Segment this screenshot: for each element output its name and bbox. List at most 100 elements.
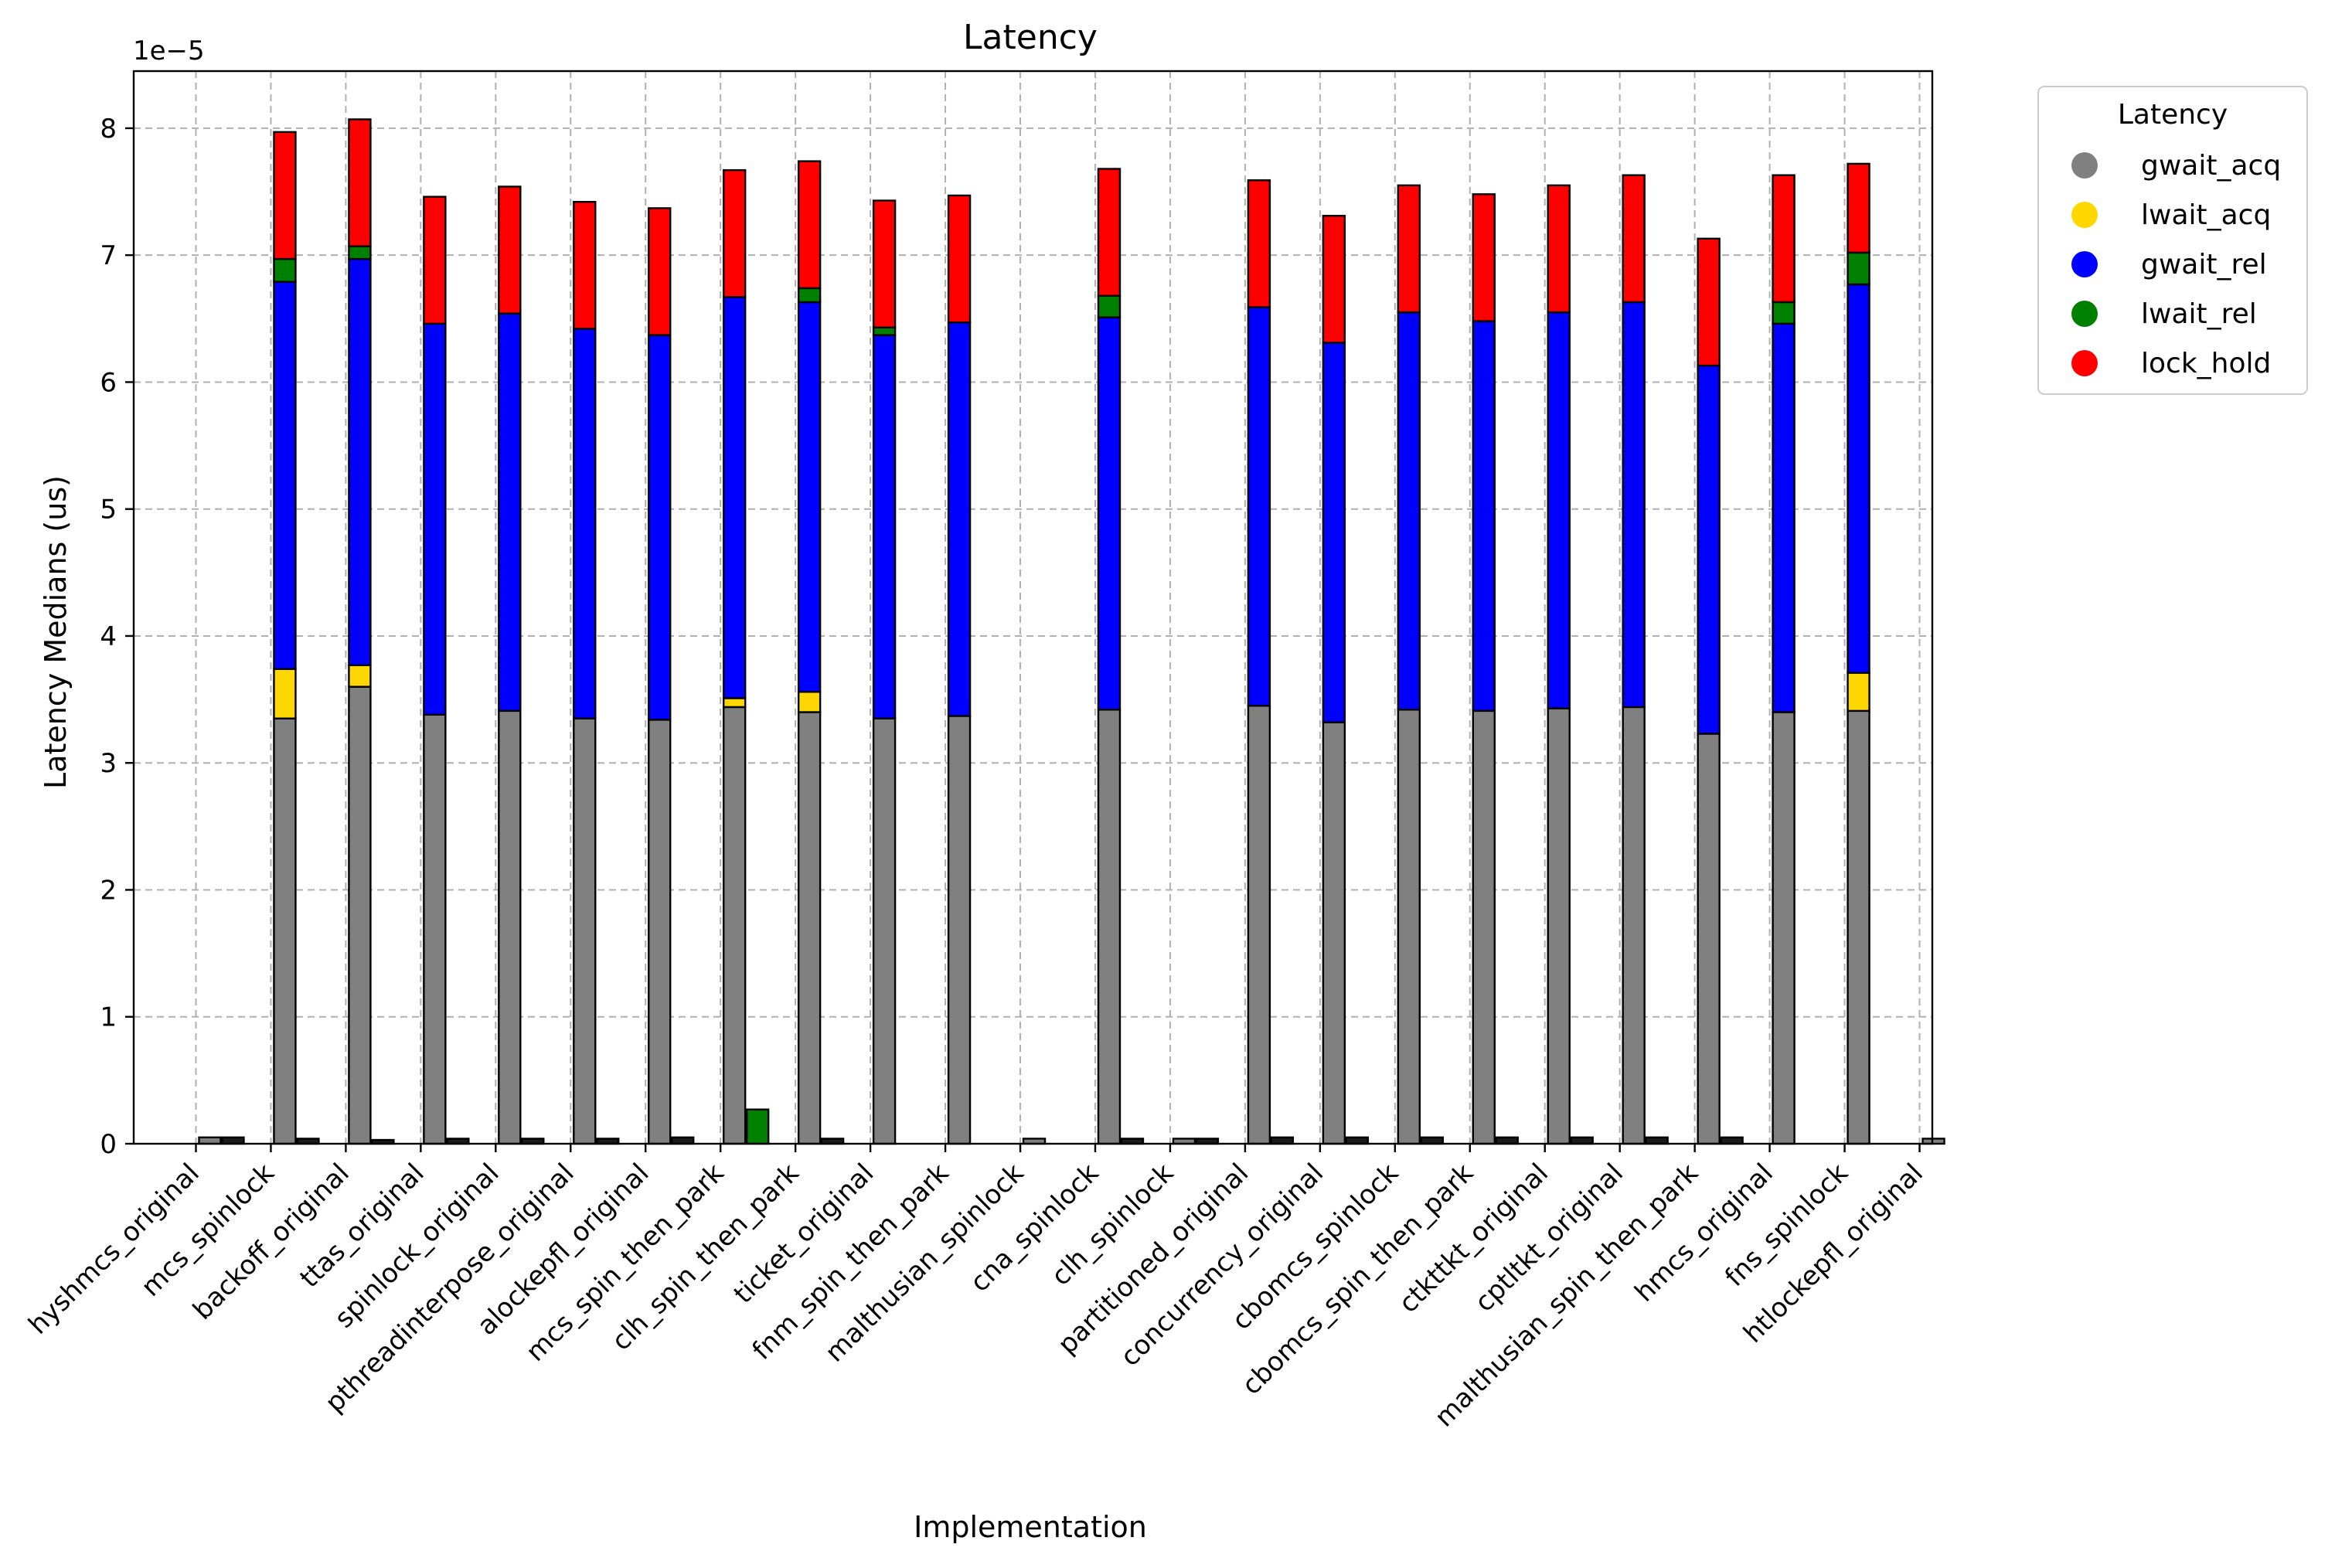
y-tick-label: 2: [100, 875, 117, 906]
bar-segment-gwait_acq: [573, 717, 597, 1145]
bar-segment-gwait_acq: [947, 715, 972, 1145]
bar-segment-gwait_rel: [1772, 322, 1795, 713]
bar-segment-gwait_rel: [797, 301, 822, 693]
bar-group-ttas_original: [371, 196, 447, 1145]
bar-segment-lock_hold: [872, 199, 897, 329]
bar-segment-lwait_rel: [348, 245, 372, 260]
y-tick-label: 5: [100, 495, 117, 526]
bar-segment-secondary: [1270, 1136, 1295, 1145]
bar-segment-gwait_acq: [198, 1136, 222, 1145]
bar-group-hyshmcs_original: [198, 1136, 222, 1145]
bar-segment-gwait_rel: [1397, 311, 1421, 711]
bar-group-cbomcs_spin_then_park: [1420, 193, 1496, 1145]
bar-group-cna_spinlock: [1097, 168, 1122, 1145]
bar-group-fnm_spin_then_park: [947, 194, 972, 1145]
bar-group-clh_spin_then_park: [745, 160, 822, 1145]
bar-segment-gwait_acq: [872, 717, 897, 1145]
bar-segment-gwait_rel: [1622, 301, 1646, 709]
bar-segment-gwait_acq: [1697, 733, 1721, 1145]
bar-group-mcs_spinlock: [221, 131, 297, 1145]
legend-marker-lock_hold: [2071, 350, 2098, 376]
grid-lines: [134, 71, 1932, 1144]
bar-segment-lock_hold: [1397, 184, 1421, 314]
legend-label-lock_hold: lock_hold: [2141, 348, 2271, 379]
bar-segment-gwait_rel: [498, 312, 522, 713]
bar-group-cbomcs_spinlock: [1345, 184, 1421, 1145]
bar-segment-gwait_acq: [1547, 707, 1571, 1145]
bar-group-pthreadinterpose_original: [521, 200, 597, 1145]
bar-segment-gwait_acq: [1921, 1138, 1945, 1145]
y-axis: 0 1 2 3 4 5 6 7 8: [100, 114, 134, 1160]
bar-segment-gwait_rel: [273, 281, 297, 670]
bar-segment-lock_hold: [947, 194, 972, 324]
y-tick-label: 8: [100, 114, 117, 145]
legend: Latency gwait_acq lwait_acq gwait_rellwait…: [2037, 86, 2308, 395]
bar-segment-gwait_rel: [1547, 311, 1571, 709]
bar-group-htlockepfl_original: [1921, 1138, 1945, 1145]
legend-label-lwait_acq: lwait_acq: [2141, 199, 2271, 231]
bar-segment-lock_hold: [648, 207, 672, 336]
chart-title: Latency: [963, 18, 1098, 57]
legend-label-gwait_rel: gwait_rel: [2141, 249, 2267, 281]
bar-segment-gwait_rel: [1697, 364, 1721, 735]
bar-segment-gwait_rel: [722, 296, 747, 699]
bar-segment-lwait_rel: [872, 326, 897, 336]
bar-segment-gwait_rel: [1847, 283, 1870, 674]
bar-segment-gwait_acq: [423, 713, 447, 1145]
bar-segment-lwait_acq: [797, 691, 822, 713]
bar-segment-lock_hold: [273, 131, 297, 260]
bar-segment-secondary: [745, 1108, 770, 1145]
bar-group-backoff_original: [296, 118, 372, 1145]
legend-marker-lwait_acq: [2071, 202, 2098, 228]
x-axis-label: Implementation: [914, 1510, 1147, 1544]
y-axis-label: Latency Medians (us): [39, 475, 73, 789]
legend-label-gwait_acq: gwait_acq: [2141, 150, 2281, 182]
legend-marker-gwait_rel: [2071, 251, 2098, 277]
bar-segment-lock_hold: [1097, 168, 1122, 297]
bar-segment-secondary: [1645, 1136, 1669, 1145]
bar-segment-secondary: [1495, 1136, 1519, 1145]
bar-group-ctkttkt_original: [1495, 184, 1571, 1145]
bar-segment-lwait_acq: [348, 664, 372, 688]
plot-frame: [132, 70, 1934, 1145]
bar-segment-gwait_acq: [1247, 705, 1271, 1145]
bar-group-spinlock_original: [446, 185, 522, 1145]
y-tick-label: 3: [100, 748, 117, 779]
bar-segment-lwait_rel: [273, 257, 297, 283]
bar-group-fns_spinlock: [1847, 162, 1870, 1145]
bar-segment-lock_hold: [1547, 184, 1571, 314]
bar-segment-secondary: [1570, 1136, 1594, 1145]
legend-title: Latency: [2118, 99, 2228, 131]
bar-segment-gwait_rel: [1472, 320, 1496, 713]
bar-group-hmcs_original: [1720, 174, 1795, 1145]
bar-segment-secondary: [1420, 1136, 1444, 1145]
bar-segment-lock_hold: [797, 160, 822, 290]
bar-segment-gwait_rel: [573, 328, 597, 719]
legend-marker-lwait_rel: [2071, 301, 2098, 327]
bar-segment-gwait_rel: [1322, 342, 1346, 723]
bar-segment-gwait_rel: [648, 334, 672, 721]
bar-group-mcs_spin_then_park: [670, 168, 747, 1145]
bar-segment-gwait_acq: [1847, 709, 1870, 1145]
bar-segment-gwait_acq: [273, 717, 297, 1145]
legend-marker-gwait_acq: [2071, 152, 2098, 179]
bar-segment-gwait_acq: [348, 685, 372, 1145]
bar-segment-gwait_acq: [1472, 709, 1496, 1145]
bar-segment-lock_hold: [1847, 162, 1870, 254]
bar-segment-gwait_rel: [348, 257, 372, 666]
y-offset-label: 1e−5: [133, 36, 205, 66]
bar-segment-secondary: [1720, 1136, 1744, 1145]
bar-segment-secondary: [670, 1136, 695, 1145]
y-tick-label: 0: [100, 1129, 117, 1160]
bar-segment-lock_hold: [1247, 179, 1271, 308]
y-tick-label: 6: [100, 367, 117, 398]
y-tick-label: 4: [100, 621, 117, 652]
bar-segment-gwait_acq: [722, 706, 747, 1145]
bar-segment-gwait_rel: [947, 321, 972, 717]
bar-segment-lock_hold: [1697, 237, 1721, 367]
bar-segment-gwait_rel: [1097, 316, 1122, 711]
bar-segment-secondary: [221, 1136, 245, 1145]
bar-segment-gwait_acq: [1097, 709, 1122, 1145]
